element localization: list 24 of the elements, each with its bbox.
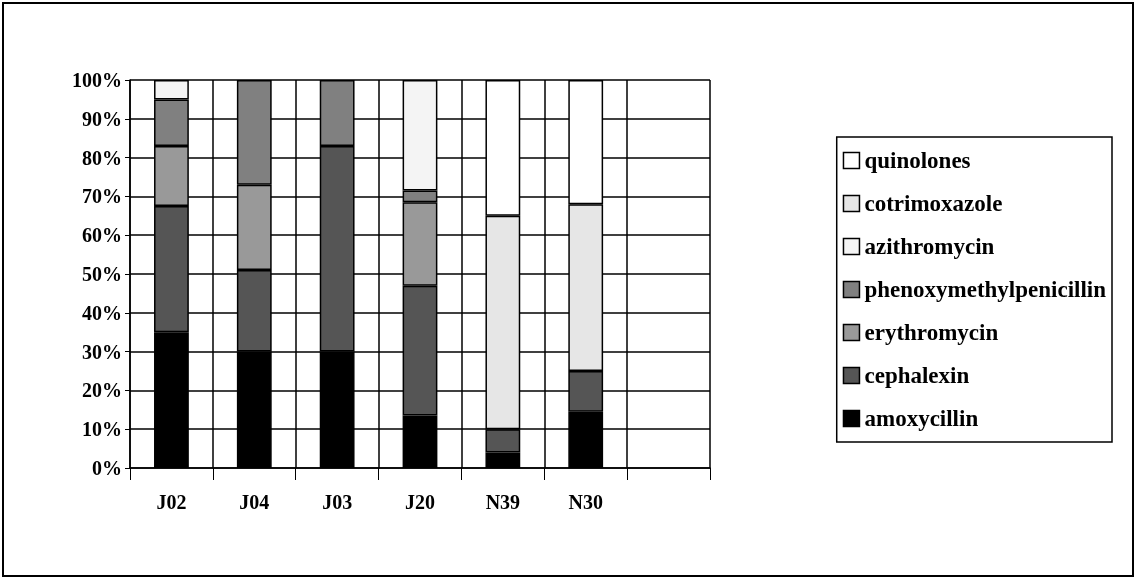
y-tick-label: 0% [92, 457, 122, 479]
legend-label: erythromycin [864, 320, 999, 345]
x-tick-label: N30 [568, 491, 603, 513]
x-tick-label: J03 [322, 491, 353, 513]
x-tick-label: N39 [485, 491, 521, 513]
y-tick-label: 10% [82, 418, 122, 441]
y-tick-label: 50% [82, 263, 122, 285]
y-tick-label: 70% [82, 185, 122, 208]
y-tick-label: 80% [82, 146, 122, 169]
y-tick-label: 30% [82, 340, 122, 363]
legend-label: phenoxymethylpenicillin [864, 277, 1107, 302]
y-tick-label: 60% [82, 224, 122, 247]
legend-label: quinolones [864, 148, 971, 173]
legend-label: amoxycillin [864, 406, 979, 431]
legend-label: cotrimoxazole [864, 191, 1003, 216]
x-tick-label: J04 [239, 491, 270, 513]
legend-label: cephalexin [864, 363, 970, 388]
x-tick-label: J02 [156, 491, 187, 513]
x-tick-label: J20 [405, 491, 435, 513]
y-tick-label: 90% [82, 107, 122, 130]
y-tick-label: 40% [82, 301, 122, 324]
legend-label: azithromycin [864, 234, 995, 259]
y-tick-label: 20% [82, 379, 122, 402]
y-tick-label: 100% [72, 69, 122, 91]
